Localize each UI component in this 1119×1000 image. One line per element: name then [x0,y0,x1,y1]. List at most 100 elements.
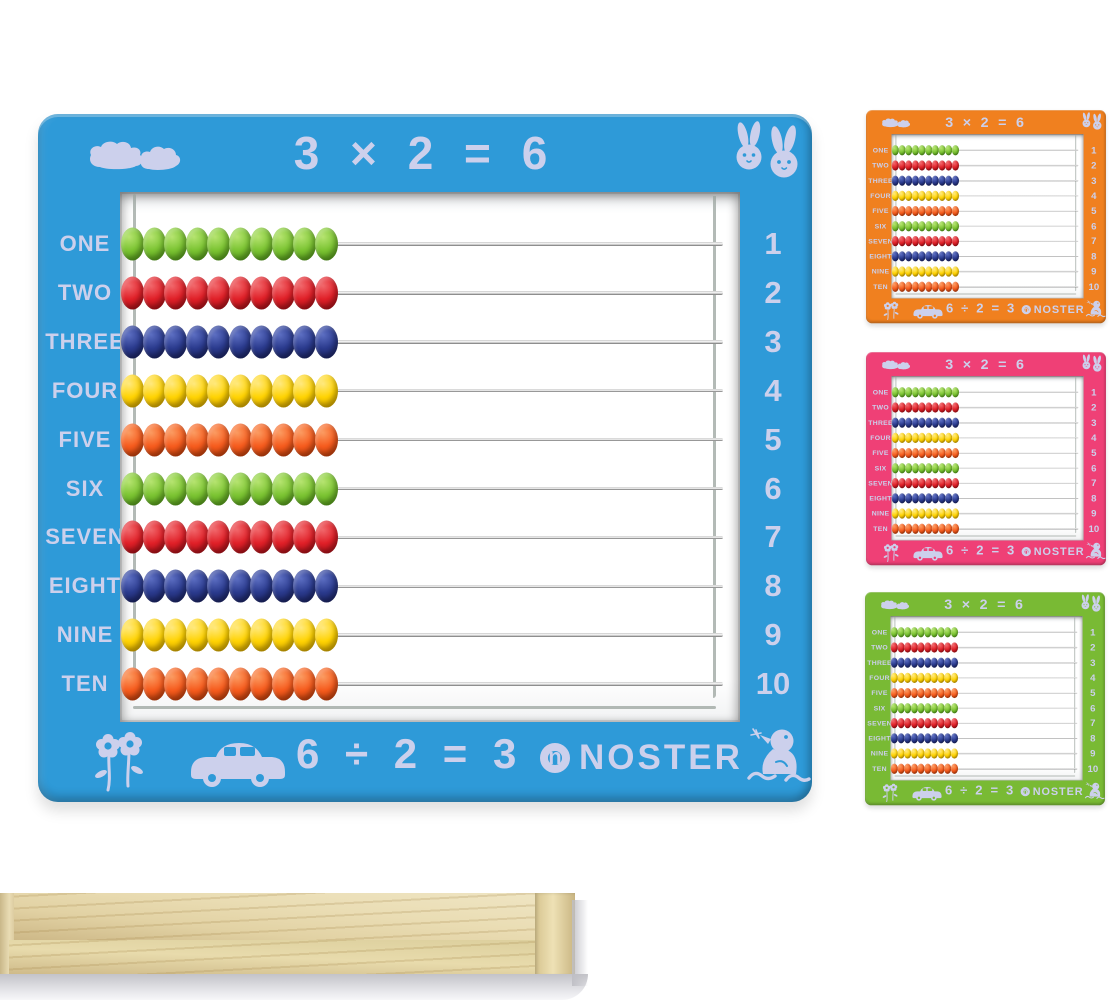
bead-yellow [891,508,899,519]
abacus-blue: 3 × 2 = 6 ONE TWO THREE FO [38,114,812,802]
bead-row [890,671,1082,685]
bead-navy [250,325,273,359]
bead-navy [950,657,958,668]
row-number: 2 [1091,159,1097,171]
bead-orange [931,205,939,217]
row-number: 8 [1091,250,1097,262]
flowers-icon [882,783,898,803]
row-number: 8 [764,568,782,604]
bead-orange [185,667,209,701]
bead-green [918,387,926,398]
rod [123,535,723,540]
bead-row [891,204,1083,218]
beads-group [891,447,959,459]
bead-yellow [945,266,953,277]
bead-navy [890,733,898,744]
rod [123,682,723,686]
bead-green [951,387,959,398]
bead-orange [938,281,946,292]
wood-post-right [535,893,575,976]
bead-orange [925,281,933,292]
bead-red [891,402,899,413]
row-label: FOUR [870,433,891,442]
beads-group [891,251,959,262]
row-number: 6 [1091,220,1097,232]
bead-red [898,160,906,171]
row-label: ONE [871,628,888,637]
bead-row [891,234,1083,248]
bead-row [120,515,740,559]
bead-red [938,236,946,247]
bead-green [898,387,906,398]
bead-navy [898,417,906,428]
bead-yellow [185,374,209,408]
brand-logo-icon: n [1021,304,1031,315]
bead-red [207,276,230,310]
rod [892,164,1079,166]
bead-navy [931,251,939,262]
bead-red [911,236,919,247]
bead-red [945,478,953,489]
bead-red [938,478,946,489]
bead-red [890,642,898,653]
bead-orange [905,281,913,292]
beads-group [891,205,959,217]
bead-orange [925,523,933,534]
bead-red [314,520,338,554]
bead-navy [228,569,252,603]
rod [123,242,723,246]
bead-red [905,402,913,413]
bead-green [925,387,933,398]
bead-yellow [910,748,918,759]
row-number: 4 [1091,190,1097,202]
bead-orange [271,423,295,457]
bead-orange [904,687,912,699]
bead-red [924,642,932,653]
bead-green [891,387,899,398]
row-number: 3 [1091,175,1097,186]
bead-orange [918,205,926,217]
rack-wire-right [1075,377,1077,534]
bead-row [891,159,1083,173]
brand-logo: n NOSTER [540,738,743,778]
beads-group [890,763,958,774]
row-label: TWO [872,161,889,170]
rod [123,584,723,589]
bead-red [951,160,959,171]
bead-green [951,145,959,156]
top-equation: 3 × 2 = 6 [293,127,557,179]
bead-yellow [911,508,919,519]
row-number: 6 [764,470,782,506]
beads-group [891,387,959,398]
bead-green [931,387,939,398]
bead-yellow [293,618,316,652]
beads-group [891,462,959,474]
bead-orange [164,423,187,457]
bead-row [891,143,1083,157]
row-number: 7 [1091,235,1097,247]
bead-navy [918,175,926,186]
bead-green [925,145,933,156]
bead-green [951,220,959,232]
bead-green [945,462,953,474]
bead-navy [898,175,906,186]
bead-navy [911,251,919,262]
bead-orange [121,667,144,701]
bead-red [898,402,906,413]
bead-row [891,416,1083,430]
row-label: SEVEN [868,479,893,487]
bead-row [120,369,740,413]
bead-yellow [930,672,938,683]
brand-initial: n [1024,547,1029,556]
row-label: TEN [873,282,888,291]
bead-red [904,642,912,653]
bead-green [293,472,316,505]
row-label: FOUR [869,673,890,682]
bead-orange [898,447,906,459]
bead-row [890,762,1082,776]
brand-logo: n NOSTER [1021,303,1085,316]
bead-yellow [271,374,295,408]
bead-red [944,642,952,653]
bead-green [925,462,933,474]
bead-yellow [937,748,945,759]
